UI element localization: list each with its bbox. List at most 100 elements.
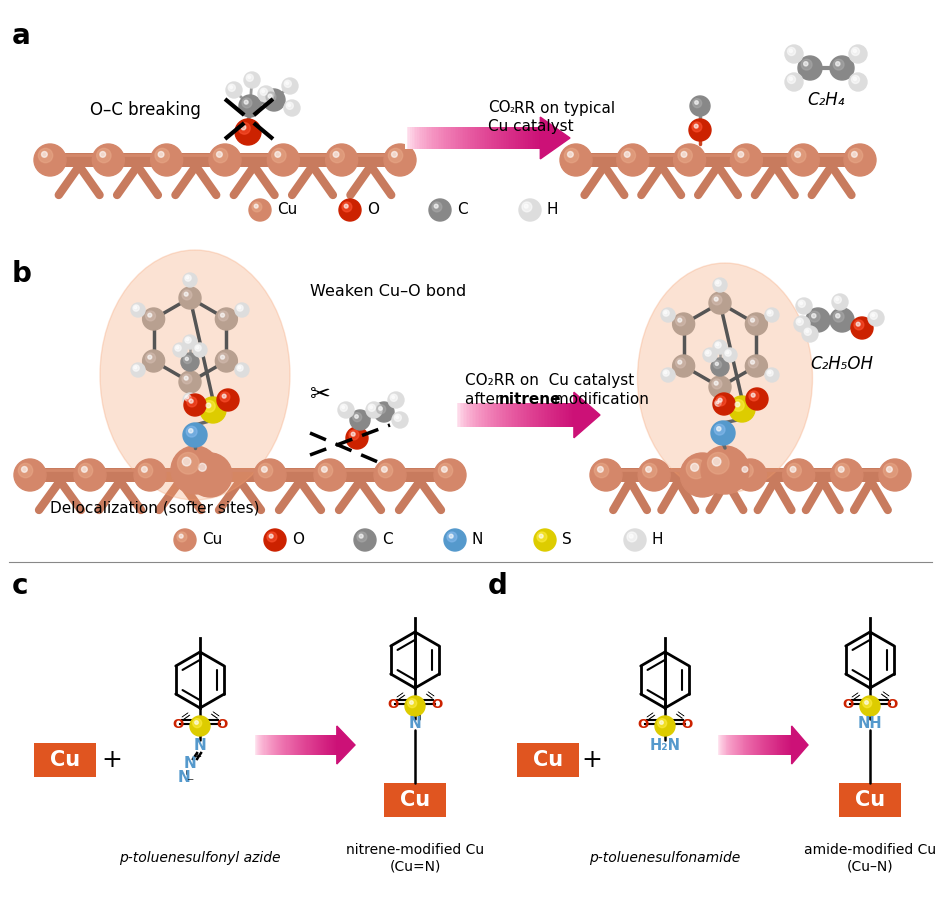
Circle shape [269, 535, 273, 538]
Circle shape [716, 344, 719, 346]
Circle shape [146, 353, 155, 363]
Circle shape [802, 326, 818, 342]
Circle shape [183, 335, 197, 349]
Circle shape [41, 152, 47, 157]
Polygon shape [540, 118, 570, 159]
Text: Cu catalyst: Cu catalyst [488, 118, 574, 134]
Circle shape [785, 45, 803, 63]
Circle shape [638, 459, 670, 491]
Circle shape [868, 310, 884, 326]
Circle shape [220, 392, 230, 402]
Circle shape [135, 306, 136, 309]
Circle shape [560, 144, 592, 176]
Circle shape [254, 205, 258, 208]
Circle shape [193, 718, 201, 727]
Circle shape [179, 535, 183, 538]
Text: O: O [886, 698, 898, 710]
Circle shape [831, 459, 863, 491]
Circle shape [185, 357, 188, 361]
Circle shape [852, 75, 859, 83]
Circle shape [355, 414, 359, 418]
Circle shape [259, 464, 273, 478]
Circle shape [678, 318, 682, 322]
Circle shape [836, 464, 850, 478]
Circle shape [333, 152, 339, 157]
Text: RR on typical: RR on typical [514, 100, 615, 116]
Circle shape [388, 392, 404, 408]
Circle shape [239, 95, 261, 117]
Circle shape [789, 49, 792, 52]
Circle shape [220, 355, 225, 359]
Text: d: d [488, 572, 508, 600]
Circle shape [226, 82, 242, 98]
Circle shape [74, 459, 106, 491]
Circle shape [432, 202, 442, 212]
FancyBboxPatch shape [34, 743, 96, 777]
Circle shape [143, 350, 165, 372]
Circle shape [768, 371, 771, 374]
Circle shape [718, 398, 722, 402]
Circle shape [725, 350, 731, 356]
Circle shape [745, 355, 767, 377]
Circle shape [852, 152, 857, 157]
Circle shape [643, 464, 657, 478]
Circle shape [288, 104, 291, 107]
Text: N: N [408, 717, 422, 731]
Circle shape [235, 363, 249, 377]
Circle shape [282, 78, 298, 94]
Circle shape [681, 152, 687, 157]
Circle shape [247, 75, 250, 79]
Circle shape [646, 466, 651, 473]
Circle shape [854, 320, 864, 330]
Circle shape [184, 274, 191, 281]
Circle shape [338, 402, 354, 418]
Circle shape [709, 376, 731, 398]
Circle shape [230, 86, 232, 89]
Circle shape [676, 358, 685, 368]
Text: Cu: Cu [202, 533, 222, 547]
Circle shape [146, 311, 155, 321]
Circle shape [627, 532, 637, 542]
Text: C₂H₄: C₂H₄ [807, 91, 845, 109]
Circle shape [853, 77, 856, 81]
Circle shape [836, 314, 840, 318]
Circle shape [249, 199, 271, 221]
Text: c: c [12, 572, 28, 600]
Text: =: = [643, 708, 659, 725]
Circle shape [795, 152, 801, 157]
Circle shape [263, 89, 285, 111]
Circle shape [82, 466, 88, 473]
Circle shape [344, 205, 348, 208]
Text: nitrene: nitrene [499, 393, 562, 407]
Circle shape [712, 457, 721, 466]
Circle shape [133, 305, 139, 311]
Circle shape [244, 100, 248, 104]
Circle shape [188, 453, 232, 497]
Circle shape [340, 405, 347, 412]
Circle shape [384, 144, 416, 176]
Circle shape [751, 318, 755, 322]
Circle shape [806, 308, 830, 332]
FancyBboxPatch shape [570, 153, 866, 167]
Circle shape [788, 75, 795, 83]
Circle shape [155, 148, 169, 162]
Circle shape [391, 396, 394, 398]
Circle shape [630, 535, 633, 538]
Circle shape [266, 92, 276, 102]
Circle shape [186, 426, 197, 437]
Circle shape [522, 202, 532, 212]
Circle shape [863, 699, 871, 708]
Circle shape [148, 313, 152, 318]
Text: H: H [547, 203, 559, 217]
Circle shape [175, 344, 182, 352]
Circle shape [206, 403, 211, 408]
Circle shape [836, 298, 838, 300]
Circle shape [342, 202, 352, 212]
Circle shape [184, 395, 191, 401]
Circle shape [694, 124, 698, 128]
Circle shape [439, 464, 453, 478]
Circle shape [389, 148, 403, 162]
Circle shape [97, 148, 111, 162]
Text: Cu: Cu [855, 790, 885, 810]
Circle shape [785, 73, 803, 91]
